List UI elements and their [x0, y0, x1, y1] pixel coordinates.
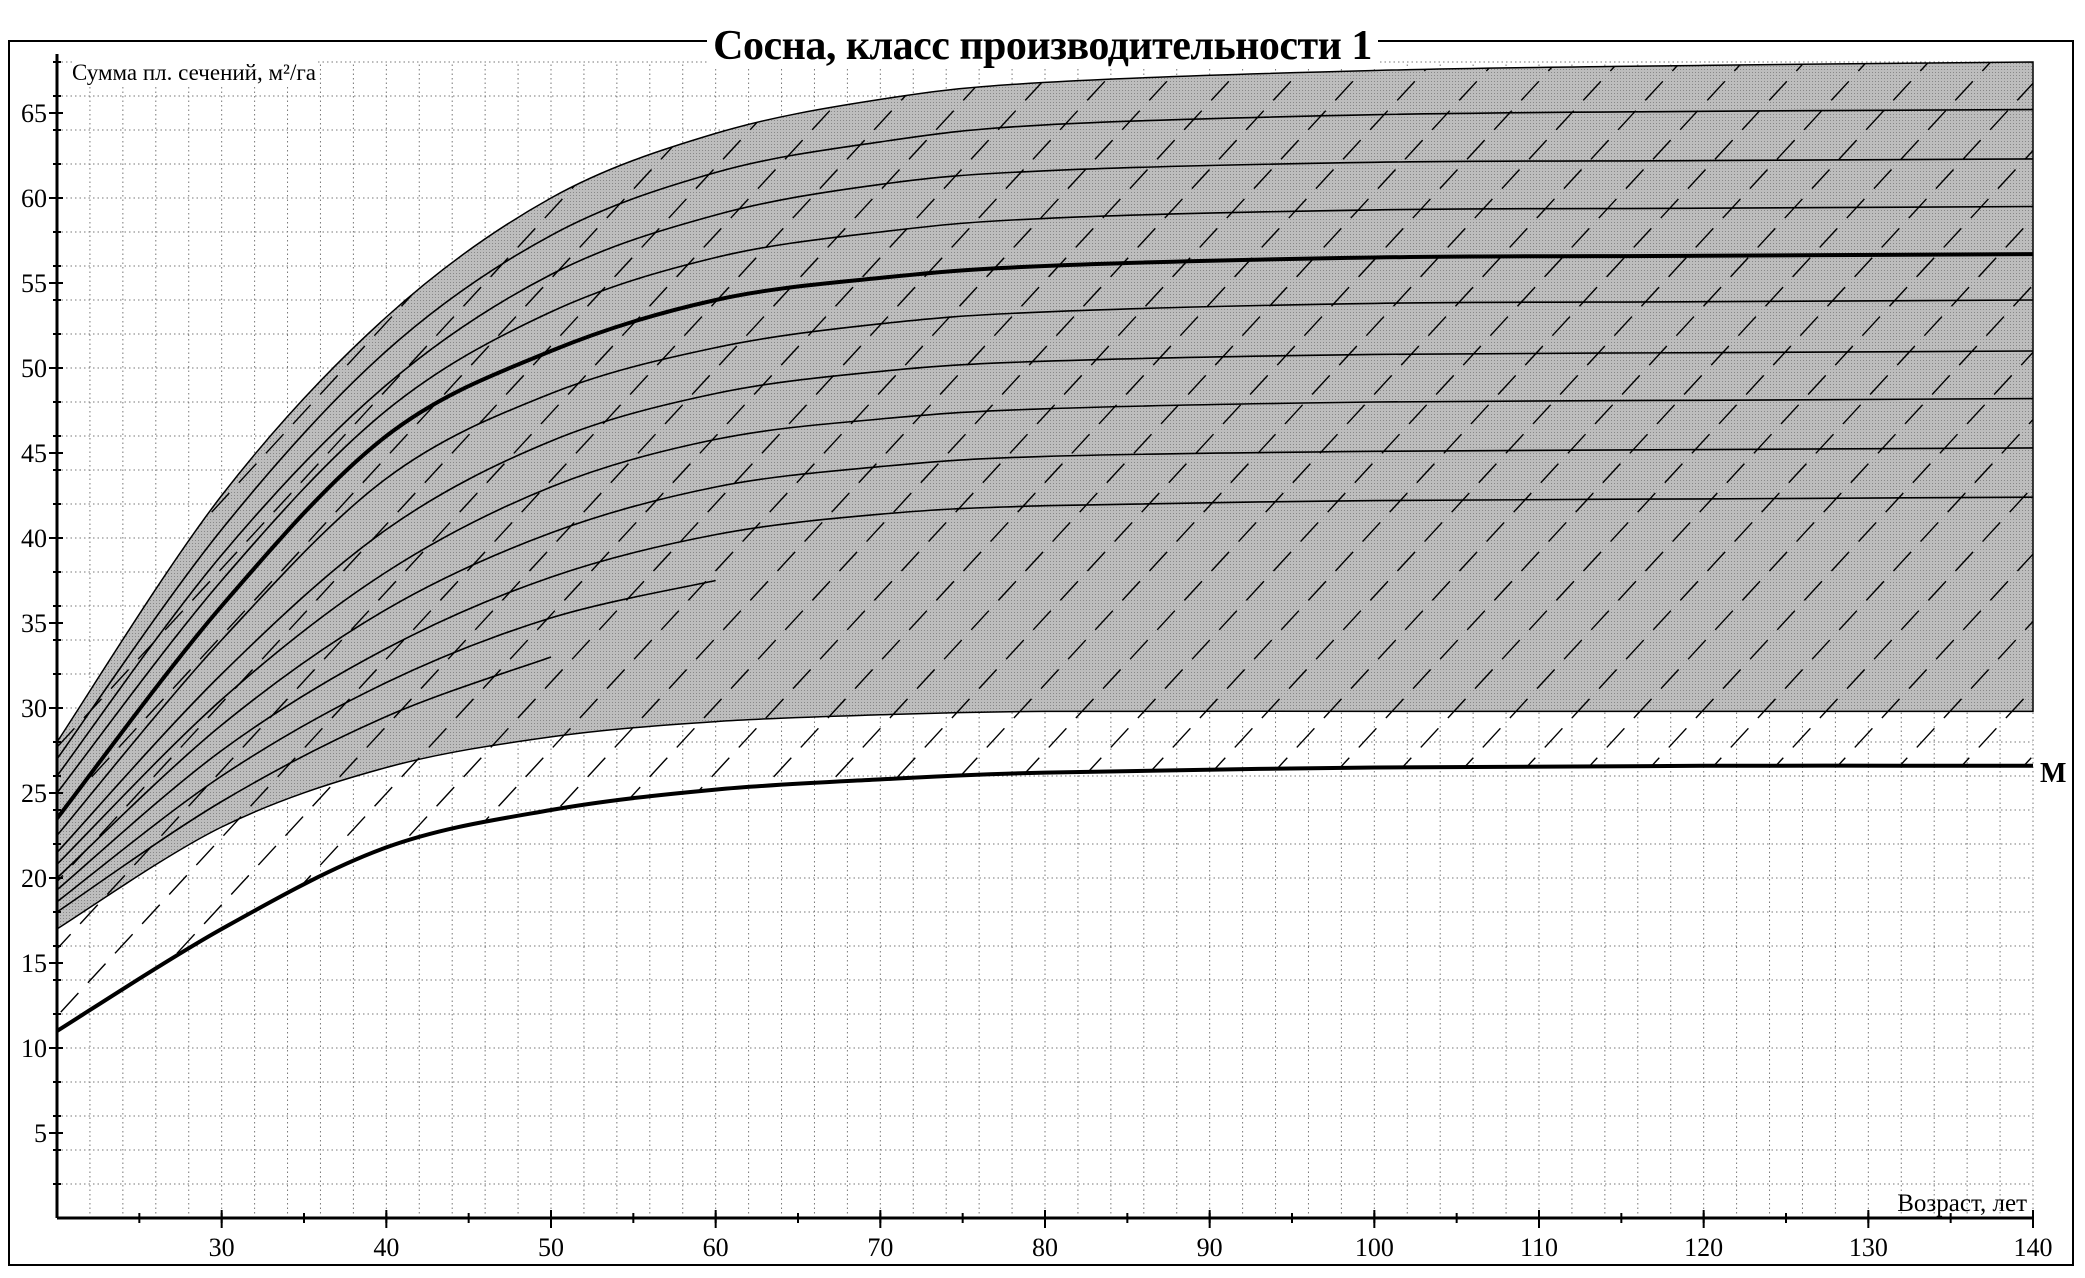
band-area — [56, 61, 2034, 931]
series-line-8 — [56, 496, 2034, 891]
x-tick-label: 70 — [867, 1233, 893, 1262]
x-tick-label: 60 — [703, 1233, 729, 1262]
dashed-isoline — [57, 62, 1184, 1031]
dashed-isoline — [1172, 62, 2033, 1031]
chart-title: Сосна, класс производительности 1 — [0, 22, 2085, 70]
dashed-isoline — [552, 62, 1804, 1031]
dashed-isoline — [1234, 62, 2033, 1031]
series-line-2 — [56, 205, 2034, 794]
x-tick-label: 130 — [1849, 1233, 1888, 1262]
dashed-isoline — [366, 62, 1618, 1031]
x-tick-label: 120 — [1684, 1233, 1723, 1262]
series-line-10 — [56, 656, 552, 913]
y-tick-label: 15 — [21, 949, 47, 978]
series-line-5 — [56, 350, 2034, 854]
dashed-isoline — [1048, 62, 2033, 1031]
y-tick-label: 55 — [21, 269, 47, 298]
dashed-isoline — [180, 62, 1432, 1031]
dashed-isoline — [57, 62, 1308, 1031]
dashed-isoline — [1296, 62, 2033, 1031]
y-axis-label: Сумма пл. сечений, м²/га — [72, 60, 316, 86]
series-line-0 — [56, 108, 2034, 760]
y-tick-label: 20 — [21, 864, 47, 893]
dashed-isoline — [304, 62, 1556, 1031]
x-tick-label: 50 — [538, 1233, 564, 1262]
dashed-isoline — [924, 62, 2033, 1031]
series-line-6 — [56, 397, 2034, 865]
x-tick-label: 100 — [1355, 1233, 1394, 1262]
x-tick-label: 140 — [2014, 1233, 2053, 1262]
dashed-isoline — [0, 0, 5, 1218]
dashed-isoline — [118, 62, 1370, 1031]
dashed-isoline — [862, 62, 2033, 1031]
dashed-isoline — [490, 62, 1742, 1031]
dashed-isoline — [57, 62, 1246, 1031]
y-tick-label: 25 — [21, 779, 47, 808]
y-tick-label: 10 — [21, 1034, 47, 1063]
y-tick-label: 5 — [34, 1119, 47, 1148]
dashed-isoline — [428, 62, 1680, 1031]
series-line-9 — [56, 579, 716, 903]
series-line-4 — [56, 299, 2034, 837]
y-tick-label: 65 — [21, 99, 47, 128]
x-tick-label: 80 — [1032, 1233, 1058, 1262]
x-tick-label: 30 — [209, 1233, 235, 1262]
dashed-isoline — [242, 62, 1494, 1031]
x-tick-label: 90 — [1197, 1233, 1223, 1262]
series-line-7 — [56, 447, 2034, 879]
dashed-isoline — [1358, 62, 2033, 1031]
y-tick-label: 30 — [21, 694, 47, 723]
dashed-isoline — [986, 62, 2033, 1031]
y-tick-label: 45 — [21, 439, 47, 468]
dashed-isoline — [2041, 0, 2085, 1218]
dashed-isoline — [738, 62, 1990, 1031]
y-tick-label: 35 — [21, 609, 47, 638]
series-line-3 — [55, 252, 2034, 820]
x-axis-label: Возраст, лет — [1897, 1190, 2027, 1217]
dashed-isoline — [57, 62, 130, 1031]
dashed-isoline — [1110, 62, 2033, 1031]
y-tick-label: 60 — [21, 184, 47, 213]
x-tick-label: 110 — [1520, 1233, 1558, 1262]
series-line-m — [55, 763, 2034, 1033]
series-label-m: М — [2040, 758, 2067, 789]
y-tick-label: 40 — [21, 524, 47, 553]
series-line-1 — [56, 158, 2034, 777]
dashed-isoline — [614, 62, 1866, 1031]
dashed-isoline — [800, 62, 2033, 1031]
y-tick-label: 50 — [21, 354, 47, 383]
x-tick-label: 40 — [373, 1233, 399, 1262]
chart-title-text: Сосна, класс производительности 1 — [707, 23, 1378, 69]
dashed-isoline — [676, 62, 1928, 1031]
